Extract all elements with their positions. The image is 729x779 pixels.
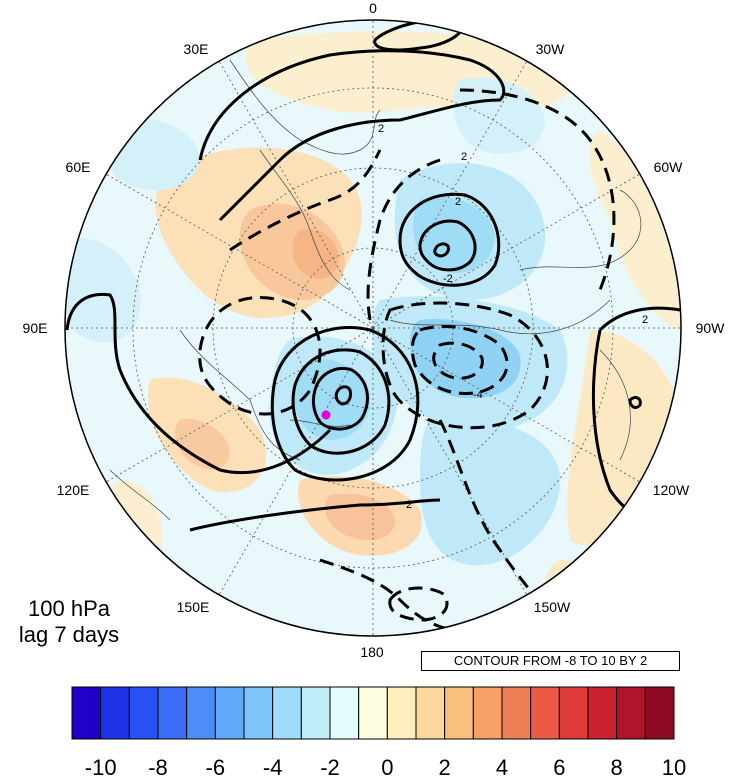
colorbar-tick-label: 10: [662, 755, 686, 779]
colorbar-swatch: [444, 686, 474, 740]
colorbar-tick-label: -10: [85, 755, 117, 779]
colorbar-tick-label: -4: [263, 755, 283, 779]
colorbar-tick-label: -6: [206, 755, 226, 779]
contour-label: -2: [443, 273, 453, 285]
colorbar-swatch: [358, 686, 388, 740]
colorbar-swatch: [501, 686, 532, 740]
colorbar-swatch: [71, 686, 102, 740]
lon-label-60w: 60W: [654, 159, 684, 175]
lon-label-90w: 90W: [696, 320, 726, 336]
lon-label-90e: 90E: [23, 320, 48, 336]
contour-lines: [65, 20, 681, 632]
lon-label-0: 0: [369, 0, 377, 16]
lon-label-30e: 30E: [184, 41, 209, 57]
colorbar-swatch: [243, 686, 274, 740]
lon-label-150e: 150E: [177, 599, 210, 615]
colorbar-swatch: [272, 686, 302, 740]
lon-label-120w: 120W: [653, 482, 690, 498]
graticule: [65, 20, 681, 636]
lon-label-60e: 60E: [66, 159, 91, 175]
colorbar: -10 -8 -6 -4 -2 0 2 4 6 8 10: [71, 686, 686, 779]
contour-label: 2: [461, 151, 467, 163]
colorbar-swatch: [587, 686, 618, 740]
lon-label-120e: 120E: [57, 482, 90, 498]
contour-label: -4: [473, 389, 483, 401]
colorbar-swatch: [128, 686, 159, 740]
contour-label: 2: [455, 196, 461, 208]
longitude-labels: 0 30W 60W 90W 120W 150W 180 150E 120E 90…: [23, 0, 726, 660]
map-border: [64, 19, 682, 637]
colorbar-tick-label: 6: [553, 755, 565, 779]
colorbar-swatch: [558, 686, 589, 740]
title-lag: lag 7 days: [18, 622, 120, 647]
lon-label-150w: 150W: [534, 599, 571, 615]
colorbar-tick-label: 0: [381, 755, 393, 779]
title-level: 100 hPa: [28, 596, 110, 621]
lon-label-30w: 30W: [536, 41, 566, 57]
shading-layer: [65, 31, 681, 611]
colorbar-swatch: [300, 686, 331, 740]
lon-label-180: 180: [360, 644, 384, 660]
colorbar-tick-label: 8: [611, 755, 623, 779]
colorbar-tick-label: -8: [148, 755, 168, 779]
colorbar-swatch: [472, 686, 503, 740]
colorbar-swatch: [100, 686, 130, 740]
colorbar-swatch: [214, 686, 245, 740]
colorbar-swatch: [386, 686, 417, 740]
colorbar-swatch: [415, 686, 446, 740]
plot-title: 100 hPa lag 7 days: [4, 596, 134, 648]
colorbar-swatch: [616, 686, 646, 740]
contour-info-box: CONTOUR FROM -8 TO 10 BY 2: [421, 651, 680, 671]
contour-labels: 2 2 2 2 -4 -2 2: [378, 123, 648, 511]
colorbar-swatch: [644, 686, 675, 740]
colorbar-tick-label: 2: [439, 755, 451, 779]
colorbar-tick-label: -2: [320, 755, 340, 779]
colorbar-tick-label: 4: [496, 755, 508, 779]
contour-label: 2: [378, 123, 384, 135]
contour-label: 2: [642, 314, 648, 326]
colorbar-swatch: [530, 686, 560, 740]
contour-label: 2: [406, 499, 412, 511]
marker-dot: [321, 410, 331, 420]
colorbar-swatch: [157, 686, 188, 740]
colorbar-swatch: [329, 686, 360, 740]
colorbar-swatch: [186, 686, 216, 740]
